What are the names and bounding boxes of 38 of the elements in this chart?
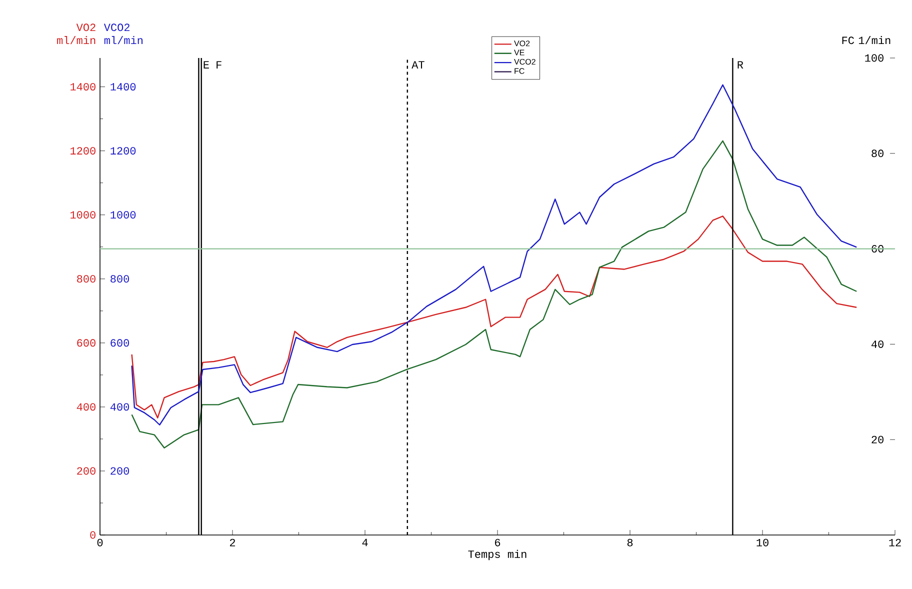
x-tick-label: 12 — [889, 538, 901, 546]
y2-tick-label: 600 — [110, 339, 129, 347]
x-tick-label: 8 — [627, 538, 633, 546]
x-tick-label: 10 — [756, 538, 768, 546]
x-tick-label: 6 — [495, 538, 500, 546]
y2-tick-label: 1200 — [110, 147, 136, 155]
legend-label: VE — [514, 50, 524, 56]
y-tick-label: 800 — [77, 275, 96, 283]
y-tick-label: 1200 — [70, 147, 96, 155]
ref-line-label: AT — [412, 61, 424, 68]
y3-tick-label: 100 — [865, 54, 884, 62]
y2-tick-label: 400 — [110, 403, 129, 411]
y-axis-title: VO2 ml/min — [57, 24, 96, 44]
legend-label: VCO2 — [514, 58, 536, 65]
y-tick-label: 600 — [77, 339, 96, 347]
ref-line-label: F — [216, 61, 222, 68]
y2-tick-label: 200 — [110, 467, 129, 475]
y-tick-label: 0 — [90, 531, 96, 539]
legend-label: VO2 — [514, 40, 530, 46]
y2-tick-label: 800 — [110, 275, 129, 283]
y2-tick-label: 1400 — [110, 83, 136, 91]
x-tick-label: 0 — [97, 538, 103, 546]
y-tick-label: 1400 — [70, 83, 96, 91]
y3-axis-title: FC 1/min — [842, 36, 890, 44]
y-tick-label: 400 — [76, 403, 96, 411]
y-tick-label: 1000 — [70, 211, 96, 219]
y2-tick-label: 1000 — [110, 211, 136, 219]
x-tick-label: 2 — [230, 538, 236, 546]
ref-line-label: E — [204, 61, 209, 68]
x-tick-label: 4 — [362, 538, 368, 546]
y-tick-label: 200 — [77, 467, 96, 475]
y3-tick-label: 40 — [871, 340, 884, 348]
y3-tick-label: 20 — [872, 436, 884, 444]
x-axis-title: Temps min — [468, 550, 526, 560]
y3-tick-label: 80 — [872, 150, 884, 158]
ref-line-label: R — [738, 61, 744, 68]
y2-axis-title: VCO2 ml/min — [104, 24, 143, 44]
legend-label: FC — [514, 68, 524, 74]
